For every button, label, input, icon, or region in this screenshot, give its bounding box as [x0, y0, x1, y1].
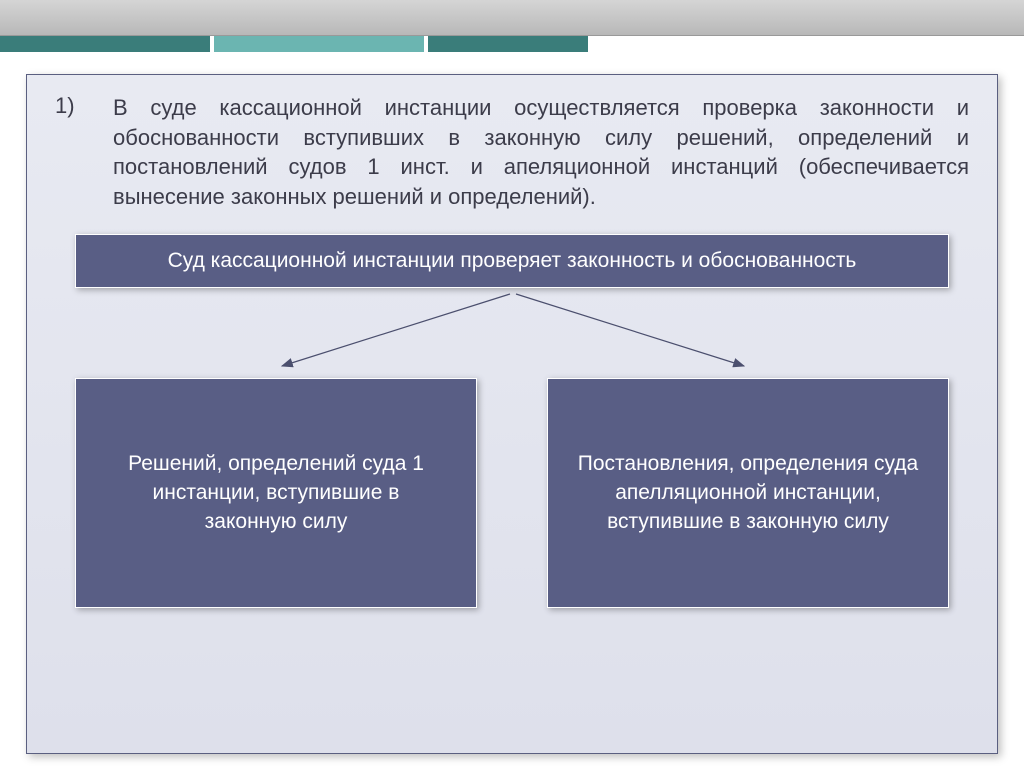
intro-paragraph: 1) В суде кассационной инстанции осущест… — [55, 93, 969, 212]
main-content-panel: 1) В суде кассационной инстанции осущест… — [26, 74, 998, 754]
list-number: 1) — [55, 93, 85, 212]
window-top-bar — [0, 0, 1024, 36]
accent-bar-1 — [0, 36, 210, 52]
accent-bar-3 — [428, 36, 588, 52]
diagram-header-box: Суд кассационной инстанции проверяет зак… — [75, 234, 949, 288]
accent-bar-2 — [214, 36, 424, 52]
diagram-arrows — [132, 288, 892, 378]
child-box-left: Решений, определений суда 1 инстанции, в… — [75, 378, 477, 608]
intro-text: В суде кассационной инстанции осуществля… — [113, 93, 969, 212]
diagram-children-row: Решений, определений суда 1 инстанции, в… — [75, 378, 949, 608]
child-box-right: Постановления, определения суда апелляци… — [547, 378, 949, 608]
